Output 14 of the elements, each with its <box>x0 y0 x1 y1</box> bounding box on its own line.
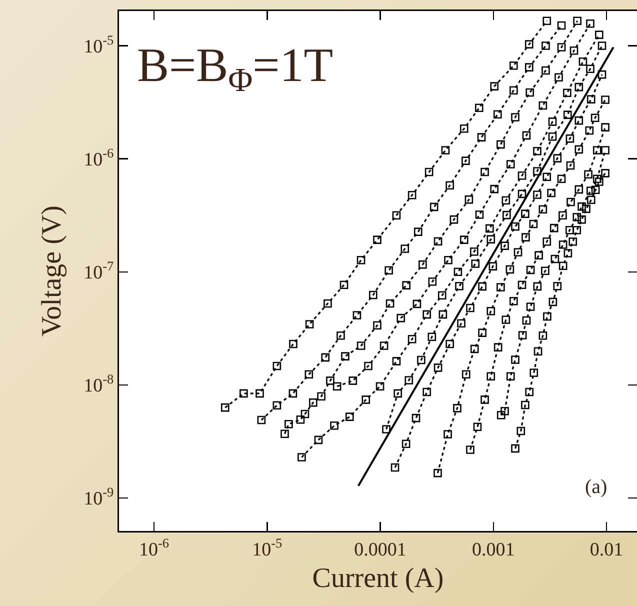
y-axis-title: Voltage (V) <box>36 206 68 336</box>
x-tick-label: 0.0001 <box>354 539 406 560</box>
y-tick-label: 10$^{-6}$ <box>84 145 114 170</box>
y-tick-label: 10$^{-5}$ <box>84 32 114 58</box>
annotation: (a) <box>585 476 608 498</box>
y-tick-label: 10$^{-7}$ <box>84 258 114 284</box>
x-tick-label: 10$^{-5}$ <box>252 535 283 560</box>
annotation: B=B$_{Φ}$=1T <box>137 39 334 100</box>
x-tick-label: 0.001 <box>472 539 515 560</box>
x-tick-label: 0.01 <box>590 539 624 560</box>
x-tick-label: 10$^{-6}$ <box>139 535 170 560</box>
y-tick-label: 10$^{-8}$ <box>84 372 114 397</box>
x-axis-title: Current (A) <box>312 563 444 594</box>
y-tick-label: 10$^{-9}$ <box>84 484 114 510</box>
